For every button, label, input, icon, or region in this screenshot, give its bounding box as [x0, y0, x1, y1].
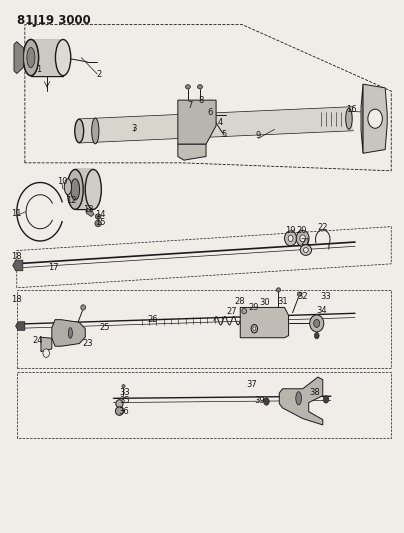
- Ellipse shape: [284, 231, 297, 246]
- Ellipse shape: [122, 384, 125, 387]
- Ellipse shape: [23, 39, 38, 76]
- Ellipse shape: [314, 319, 320, 327]
- Polygon shape: [361, 84, 363, 154]
- Text: 32: 32: [297, 292, 308, 301]
- Text: 16: 16: [346, 105, 356, 114]
- Ellipse shape: [75, 119, 84, 143]
- Ellipse shape: [23, 39, 38, 76]
- Text: 36: 36: [118, 407, 129, 416]
- Text: 28: 28: [234, 296, 245, 305]
- Ellipse shape: [81, 305, 86, 310]
- Text: 13: 13: [83, 205, 94, 214]
- Text: 12: 12: [66, 196, 76, 205]
- Polygon shape: [178, 144, 206, 160]
- Ellipse shape: [303, 248, 308, 253]
- Ellipse shape: [55, 39, 71, 76]
- Text: 7: 7: [187, 101, 193, 110]
- Text: 26: 26: [147, 315, 158, 324]
- Polygon shape: [14, 42, 24, 74]
- Circle shape: [368, 109, 382, 128]
- Text: 31: 31: [277, 296, 288, 305]
- Text: 19: 19: [285, 226, 296, 235]
- Text: 38: 38: [309, 388, 320, 397]
- Text: 37: 37: [246, 380, 257, 389]
- Text: 33: 33: [119, 388, 130, 397]
- Ellipse shape: [296, 392, 301, 405]
- Polygon shape: [240, 308, 288, 338]
- Polygon shape: [79, 107, 353, 143]
- Ellipse shape: [116, 407, 124, 415]
- Ellipse shape: [95, 214, 101, 219]
- Text: 23: 23: [82, 339, 93, 348]
- Text: 21: 21: [301, 238, 311, 247]
- Ellipse shape: [300, 235, 305, 242]
- Ellipse shape: [116, 400, 123, 408]
- Ellipse shape: [27, 47, 35, 68]
- Text: 9: 9: [256, 131, 261, 140]
- Polygon shape: [363, 84, 387, 154]
- Ellipse shape: [85, 169, 101, 209]
- Text: 1: 1: [36, 66, 42, 74]
- Text: 6: 6: [207, 108, 213, 117]
- Ellipse shape: [92, 118, 99, 144]
- Text: 22: 22: [318, 223, 328, 232]
- Text: 25: 25: [99, 323, 110, 332]
- Ellipse shape: [95, 220, 101, 227]
- Text: 81J19 3000: 81J19 3000: [17, 14, 90, 27]
- Polygon shape: [16, 322, 25, 330]
- Polygon shape: [75, 169, 93, 209]
- Ellipse shape: [251, 325, 258, 333]
- Ellipse shape: [64, 179, 72, 195]
- Text: 18: 18: [11, 295, 22, 304]
- Ellipse shape: [198, 85, 202, 89]
- Polygon shape: [13, 260, 23, 271]
- Polygon shape: [31, 39, 63, 76]
- Text: 17: 17: [48, 263, 58, 272]
- Ellipse shape: [253, 327, 256, 330]
- Ellipse shape: [310, 315, 324, 332]
- Ellipse shape: [288, 235, 293, 241]
- Ellipse shape: [71, 179, 80, 200]
- Circle shape: [323, 395, 329, 403]
- Text: 4: 4: [217, 118, 223, 127]
- Text: 5: 5: [221, 130, 227, 139]
- Text: 33: 33: [321, 292, 331, 301]
- Text: 15: 15: [95, 219, 106, 228]
- Polygon shape: [86, 208, 94, 216]
- Ellipse shape: [242, 309, 247, 314]
- Text: 2: 2: [97, 70, 102, 78]
- Text: 20: 20: [297, 226, 307, 235]
- Circle shape: [314, 333, 319, 339]
- Text: 35: 35: [120, 396, 130, 405]
- Text: 24: 24: [33, 336, 43, 345]
- Ellipse shape: [300, 245, 311, 255]
- Ellipse shape: [67, 169, 83, 209]
- Text: 29: 29: [248, 303, 259, 312]
- Text: 10: 10: [57, 177, 67, 186]
- Circle shape: [263, 398, 269, 405]
- Ellipse shape: [296, 230, 309, 246]
- Text: 27: 27: [227, 307, 238, 316]
- Ellipse shape: [346, 108, 352, 129]
- Ellipse shape: [276, 288, 280, 292]
- Ellipse shape: [185, 85, 190, 89]
- Polygon shape: [52, 320, 85, 346]
- Polygon shape: [279, 377, 323, 425]
- Text: 14: 14: [95, 211, 106, 220]
- Polygon shape: [178, 100, 216, 144]
- Circle shape: [43, 349, 49, 358]
- Ellipse shape: [297, 292, 301, 296]
- Text: 11: 11: [11, 209, 21, 218]
- Polygon shape: [41, 337, 52, 352]
- Text: 3: 3: [131, 124, 136, 133]
- Text: 39: 39: [254, 396, 265, 405]
- Text: 34: 34: [317, 305, 327, 314]
- Ellipse shape: [68, 328, 72, 338]
- Text: 30: 30: [259, 297, 270, 306]
- Text: 8: 8: [198, 95, 204, 104]
- Text: 18: 18: [11, 253, 22, 261]
